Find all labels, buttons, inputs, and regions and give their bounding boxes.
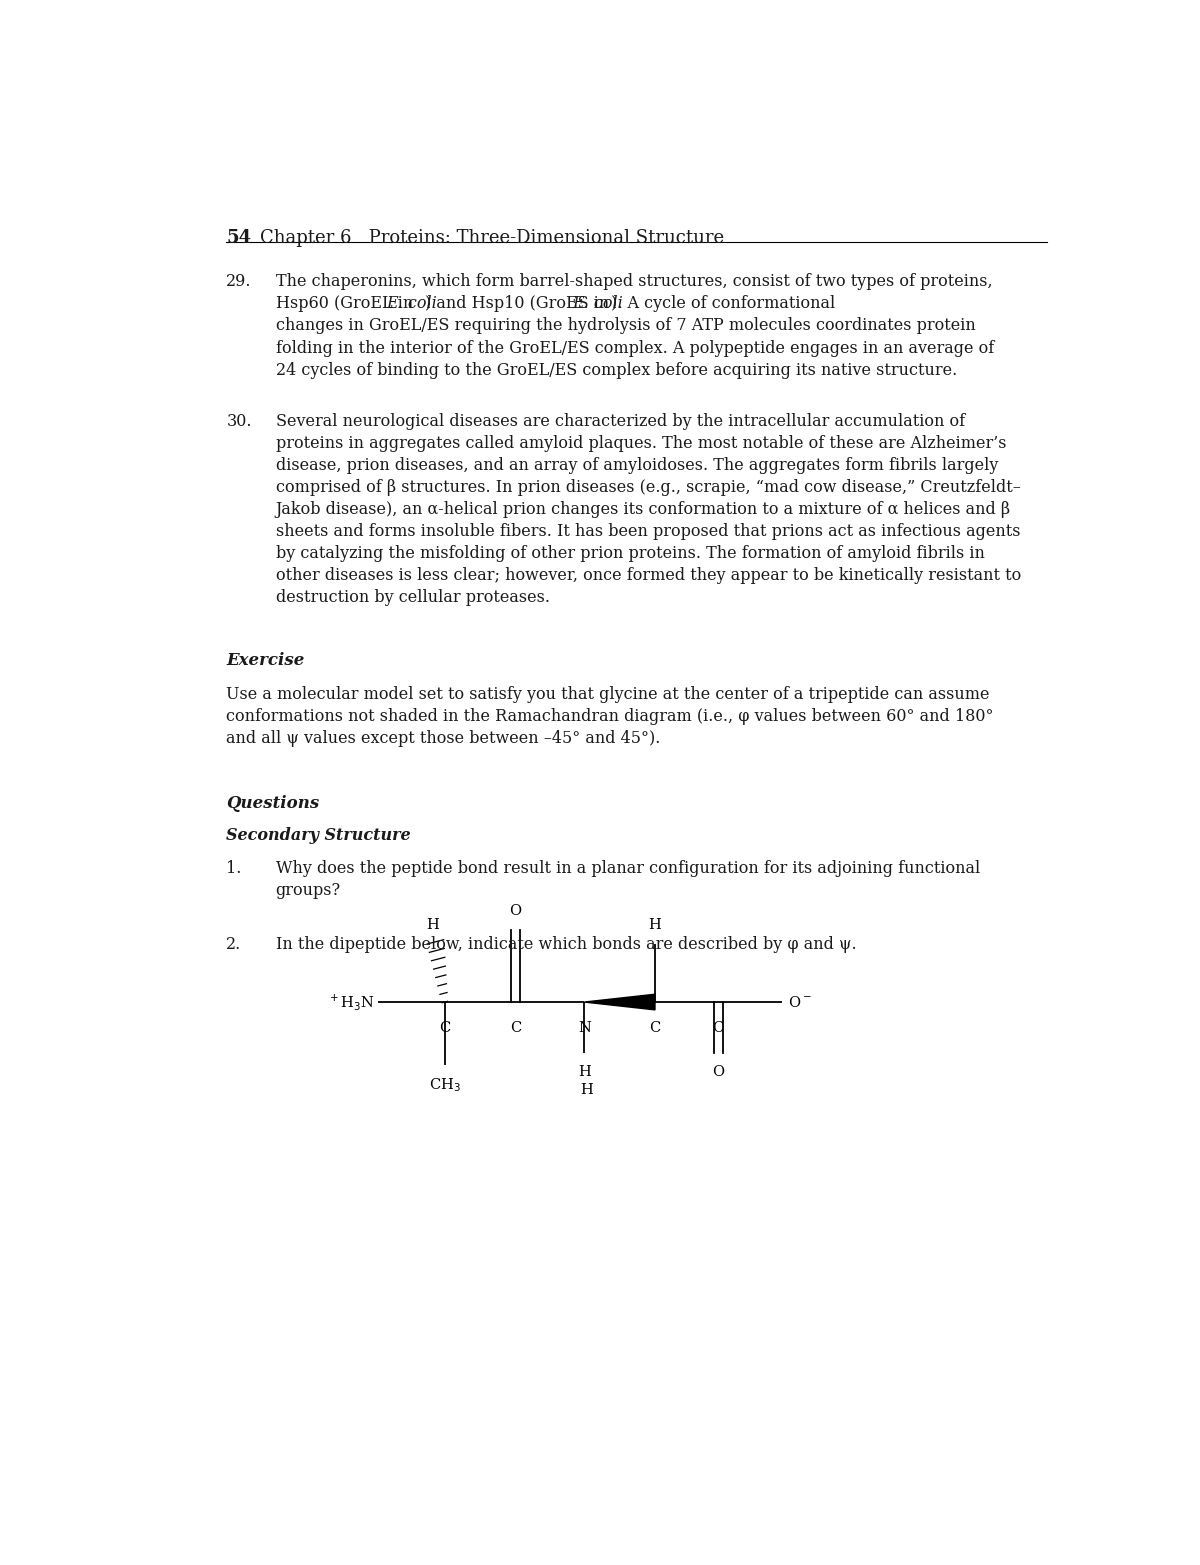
Text: Secondary Structure: Secondary Structure bbox=[227, 826, 410, 844]
Text: proteins in aggregates called amyloid plaques. The most notable of these are Alz: proteins in aggregates called amyloid pl… bbox=[276, 435, 1006, 452]
Text: In the dipeptide below, indicate which bonds are described by φ and ψ.: In the dipeptide below, indicate which b… bbox=[276, 936, 856, 953]
Text: Chapter 6   Proteins: Three-Dimensional Structure: Chapter 6 Proteins: Three-Dimensional St… bbox=[259, 228, 724, 247]
Text: O: O bbox=[712, 1064, 725, 1078]
Text: disease, prion diseases, and an array of amyloidoses. The aggregates form fibril: disease, prion diseases, and an array of… bbox=[276, 457, 998, 474]
Text: C: C bbox=[713, 1022, 724, 1036]
Text: Exercise: Exercise bbox=[227, 653, 305, 668]
Text: C: C bbox=[439, 1022, 450, 1036]
Text: ). A cycle of conformational: ). A cycle of conformational bbox=[611, 296, 835, 313]
Text: Why does the peptide bond result in a planar configuration for its adjoining fun: Why does the peptide bond result in a pl… bbox=[276, 861, 979, 878]
Text: CH$_3$: CH$_3$ bbox=[428, 1077, 461, 1094]
Text: folding in the interior of the GroEL/ES complex. A polypeptide engages in an ave: folding in the interior of the GroEL/ES … bbox=[276, 340, 994, 357]
Text: Jakob disease), an α-helical prion changes its conformation to a mixture of α he: Jakob disease), an α-helical prion chang… bbox=[276, 501, 1010, 518]
Text: 1.: 1. bbox=[227, 861, 241, 878]
Text: Questions: Questions bbox=[227, 795, 319, 812]
Text: $^+$H$_3$N: $^+$H$_3$N bbox=[326, 992, 374, 1013]
Text: E. coli: E. coli bbox=[386, 296, 437, 313]
Text: 30.: 30. bbox=[227, 413, 252, 429]
Polygon shape bbox=[584, 994, 655, 1009]
Text: 24 cycles of binding to the GroEL/ES complex before acquiring its native structu: 24 cycles of binding to the GroEL/ES com… bbox=[276, 362, 956, 379]
Text: changes in GroEL/ES requiring the hydrolysis of 7 ATP molecules coordinates prot: changes in GroEL/ES requiring the hydrol… bbox=[276, 318, 976, 335]
Text: sheets and forms insoluble fibers. It has been proposed that prions act as infec: sheets and forms insoluble fibers. It ha… bbox=[276, 523, 1020, 540]
Text: E. coli: E. coli bbox=[572, 296, 623, 313]
Text: other diseases is less clear; however, once formed they appear to be kinetically: other diseases is less clear; however, o… bbox=[276, 567, 1021, 584]
Text: Use a molecular model set to satisfy you that glycine at the center of a tripept: Use a molecular model set to satisfy you… bbox=[227, 685, 990, 703]
Text: H: H bbox=[578, 1064, 590, 1078]
Text: 29.: 29. bbox=[227, 274, 252, 291]
Text: and all ψ values except those between –45° and 45°).: and all ψ values except those between –4… bbox=[227, 729, 661, 747]
Text: 2.: 2. bbox=[227, 936, 241, 953]
Text: Several neurological diseases are characterized by the intracellular accumulatio: Several neurological diseases are charac… bbox=[276, 413, 965, 429]
Text: destruction by cellular proteases.: destruction by cellular proteases. bbox=[276, 588, 550, 606]
Text: Hsp60 (GroEL in: Hsp60 (GroEL in bbox=[276, 296, 418, 313]
Text: ) and Hsp10 (GroES in: ) and Hsp10 (GroES in bbox=[425, 296, 614, 313]
Text: C: C bbox=[510, 1022, 521, 1036]
Text: comprised of β structures. In prion diseases (e.g., scrapie, “mad cow disease,” : comprised of β structures. In prion dise… bbox=[276, 479, 1020, 496]
Text: groups?: groups? bbox=[276, 883, 341, 900]
Text: 54: 54 bbox=[227, 228, 251, 247]
Text: H: H bbox=[649, 919, 661, 933]
Text: N: N bbox=[578, 1022, 590, 1036]
Text: O: O bbox=[510, 903, 522, 917]
Text: by catalyzing the misfolding of other prion proteins. The formation of amyloid f: by catalyzing the misfolding of other pr… bbox=[276, 545, 984, 562]
Text: H: H bbox=[426, 919, 439, 933]
Text: O$^-$: O$^-$ bbox=[788, 994, 811, 1009]
Text: conformations not shaded in the Ramachandran diagram (i.e., φ values between 60°: conformations not shaded in the Ramachan… bbox=[227, 707, 994, 725]
Text: H: H bbox=[580, 1083, 593, 1097]
Text: The chaperonins, which form barrel-shaped structures, consist of two types of pr: The chaperonins, which form barrel-shape… bbox=[276, 274, 992, 291]
Text: C: C bbox=[649, 1022, 661, 1036]
